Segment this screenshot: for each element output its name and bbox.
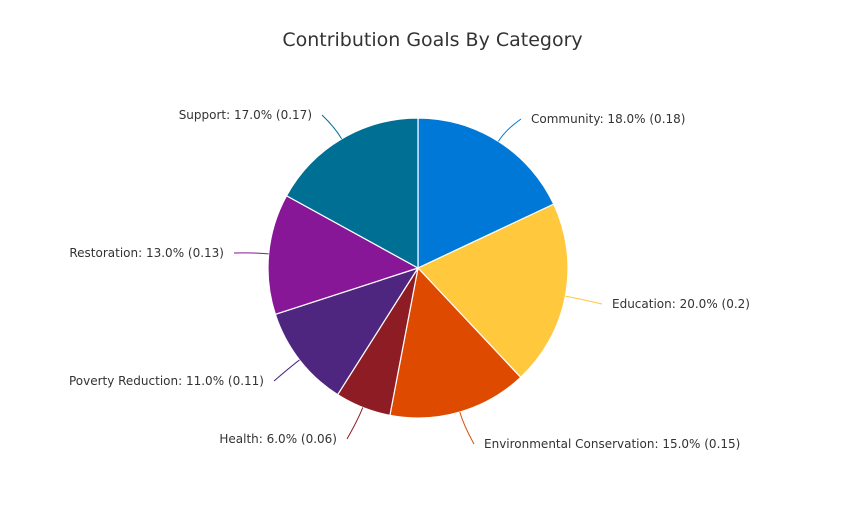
leader-line xyxy=(273,359,300,382)
data-label: Poverty Reduction: 11.0% (0.11) xyxy=(69,374,264,388)
leader-line xyxy=(497,118,522,142)
leader-line xyxy=(233,252,269,255)
leader-line xyxy=(321,114,343,140)
data-label: Environmental Conservation: 15.0% (0.15) xyxy=(484,437,740,451)
pie-slice-restoration[interactable] xyxy=(267,194,420,316)
pie-slice-community[interactable] xyxy=(417,117,555,269)
data-label: Restoration: 13.0% (0.13) xyxy=(69,246,224,260)
leader-line xyxy=(565,295,603,305)
data-label: Health: 6.0% (0.06) xyxy=(219,432,337,446)
leader-line xyxy=(346,407,364,440)
pie-slice-environmental-conservation[interactable] xyxy=(389,266,522,419)
data-label: Community: 18.0% (0.18) xyxy=(531,112,685,126)
data-label: Support: 17.0% (0.17) xyxy=(179,108,312,122)
pie-slice-poverty-reduction[interactable] xyxy=(274,266,420,396)
pie-slice-education[interactable] xyxy=(416,203,569,379)
leader-line xyxy=(459,411,475,445)
chart-title: Contribution Goals By Category xyxy=(282,29,583,51)
data-label: Education: 20.0% (0.2) xyxy=(612,297,750,311)
